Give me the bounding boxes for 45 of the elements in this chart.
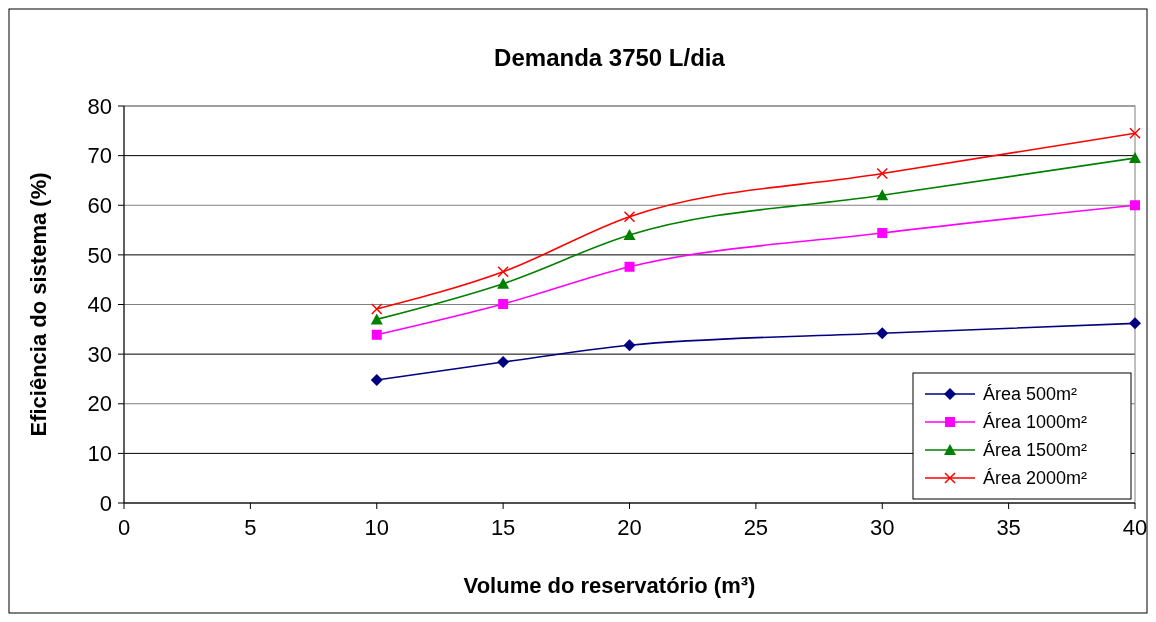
x-tick-label: 30 [870,515,895,540]
y-tick-label: 40 [87,292,112,318]
x-tick-label: 35 [996,515,1021,540]
point [876,189,889,201]
x-axis-title: Volume do reservatório (m³) [463,573,756,598]
point [371,329,382,340]
x-tick-label: 40 [1122,515,1148,540]
point [497,266,509,278]
legend-label: Área 500m² [983,384,1078,405]
x-tick-label: 20 [617,515,642,540]
x-tick-label: 5 [244,515,257,540]
point [876,327,889,340]
point [623,339,636,352]
point [1129,127,1141,140]
x-tick-label: 0 [117,515,131,540]
point [876,167,888,180]
legend-label: Área 1500m² [983,440,1088,461]
legend-label: Área 2000m² [983,468,1088,489]
point [370,373,383,386]
y-tick-label: 0 [99,490,112,516]
y-tick-label: 10 [87,441,112,467]
chart-title: Demanda 3750 L/dia [494,44,726,71]
point [370,313,383,325]
x-tick-label: 25 [743,515,769,540]
y-tick-label: 60 [87,192,112,218]
point [497,356,510,369]
legend-label: Área 1000m² [983,412,1088,433]
x-tick-label: 15 [490,515,516,540]
point [497,277,510,289]
y-axis-title: Eficiência do sistema (%) [26,172,51,437]
x-tick-label: 10 [364,515,389,540]
y-tick-label: 50 [87,242,112,268]
point [1130,200,1140,211]
y-tick-label: 80 [87,93,112,119]
y-tick-label: 30 [87,341,112,367]
point [877,228,888,239]
point [623,229,636,241]
point [498,299,509,309]
point [1129,152,1141,164]
point [1129,317,1141,330]
y-tick-label: 20 [87,391,112,417]
point [623,210,636,223]
point [624,261,635,272]
y-tick-label: 70 [87,143,112,169]
point [371,303,383,315]
